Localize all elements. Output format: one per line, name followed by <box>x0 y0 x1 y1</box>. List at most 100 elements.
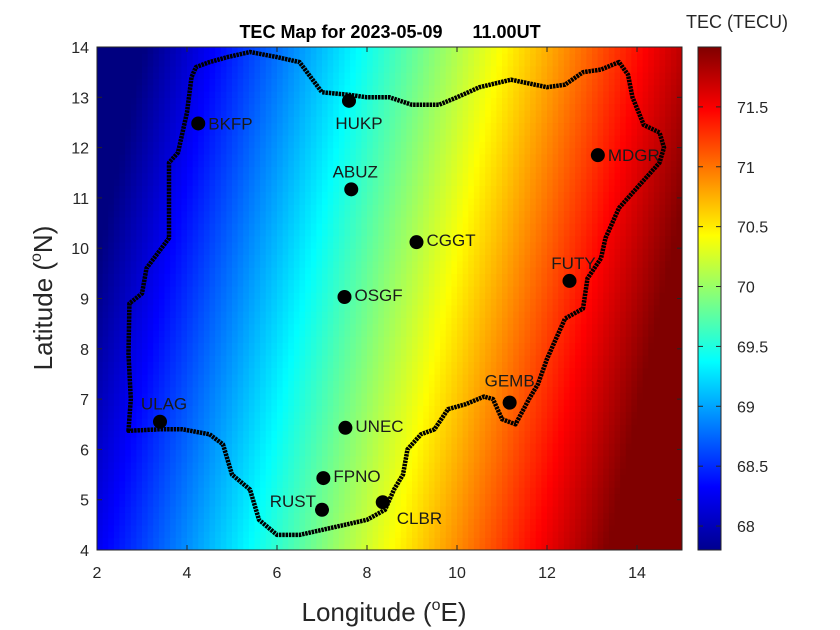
heatmap-cell <box>445 317 452 325</box>
heatmap-cell <box>282 518 289 526</box>
heatmap-cell <box>277 47 284 54</box>
heatmap-cell <box>215 254 222 262</box>
heatmap-cell <box>108 336 115 344</box>
heatmap-cell <box>198 487 205 495</box>
heatmap-cell <box>254 160 261 168</box>
heatmap-cell <box>147 367 154 375</box>
heatmap-cell <box>198 279 205 287</box>
heatmap-cell <box>125 59 132 67</box>
heatmap-cell <box>372 474 379 482</box>
heatmap-cell <box>428 273 436 281</box>
heatmap-cell <box>412 59 419 67</box>
heatmap-cell <box>277 474 284 482</box>
heatmap-cell <box>181 417 188 425</box>
heatmap-cell <box>147 361 154 369</box>
heatmap-cell <box>220 380 227 388</box>
heatmap-cell <box>338 323 346 331</box>
heatmap-cell <box>136 285 143 293</box>
heatmap-cell <box>237 147 244 155</box>
heatmap-cell <box>237 461 244 469</box>
heatmap-cell <box>428 505 436 513</box>
heatmap-cell <box>344 72 351 80</box>
heatmap-cell <box>327 279 334 287</box>
heatmap-cell <box>271 78 278 86</box>
heatmap-cell <box>130 512 137 520</box>
heatmap-cell <box>277 141 284 149</box>
heatmap-cell <box>378 380 385 388</box>
heatmap-cell <box>209 361 216 369</box>
heatmap-cell <box>147 380 154 388</box>
heatmap-cell <box>327 373 334 381</box>
heatmap-cell <box>338 311 346 318</box>
heatmap-cell <box>383 191 391 199</box>
heatmap-cell <box>192 499 199 507</box>
heatmap-cell <box>243 109 250 117</box>
heatmap-cell <box>260 160 267 168</box>
heatmap-cell <box>338 248 346 256</box>
heatmap-cell <box>119 204 126 212</box>
heatmap-cell <box>119 468 126 476</box>
heatmap-cell <box>265 436 272 444</box>
heatmap-cell <box>119 386 126 394</box>
heatmap-cell <box>395 468 402 476</box>
heatmap-cell <box>389 210 396 218</box>
heatmap-cell <box>175 367 182 375</box>
heatmap-cell <box>322 298 329 306</box>
heatmap-cell <box>271 468 278 476</box>
heatmap-cell <box>434 191 441 199</box>
heatmap-cell <box>372 47 379 54</box>
heatmap-cell <box>316 141 323 149</box>
heatmap-cell <box>232 493 239 501</box>
heatmap-cell <box>383 273 391 281</box>
heatmap-cell <box>288 480 295 488</box>
heatmap-cell <box>119 304 126 312</box>
heatmap-cell <box>130 455 137 463</box>
heatmap-cell <box>254 72 261 80</box>
heatmap-cell <box>299 153 306 161</box>
heatmap-cell <box>203 298 211 306</box>
heatmap-cell <box>215 235 222 243</box>
heatmap-cell <box>299 97 306 105</box>
heatmap-cell <box>282 241 289 249</box>
heatmap-cell <box>215 474 222 482</box>
heatmap-cell <box>355 116 362 124</box>
heatmap-cell <box>187 317 194 325</box>
heatmap-cell <box>158 65 166 73</box>
heatmap-cell <box>158 53 166 61</box>
heatmap-cell <box>372 493 379 501</box>
heatmap-cell <box>192 285 199 293</box>
heatmap-cell <box>232 512 239 520</box>
heatmap-cell <box>119 518 126 526</box>
heatmap-cell <box>232 543 239 550</box>
heatmap-cell <box>322 128 329 136</box>
heatmap-cell <box>243 135 250 142</box>
heatmap-cell <box>215 116 222 124</box>
heatmap-cell <box>181 260 188 268</box>
heatmap-cell <box>310 84 317 92</box>
heatmap-cell <box>434 72 441 80</box>
heatmap-cell <box>147 254 154 262</box>
heatmap-cell <box>113 329 121 337</box>
heatmap-cell <box>142 373 149 381</box>
heatmap-cell <box>350 166 357 174</box>
heatmap-cell <box>383 166 391 174</box>
heatmap-cell <box>361 72 368 80</box>
heatmap-cell <box>181 254 188 262</box>
heatmap-cell <box>367 317 374 325</box>
heatmap-cell <box>198 135 205 142</box>
heatmap-cell <box>237 241 244 249</box>
heatmap-cell <box>142 59 149 67</box>
heatmap-cell <box>187 480 194 488</box>
heatmap-cell <box>378 97 385 105</box>
heatmap-cell <box>440 172 447 180</box>
heatmap-cell <box>327 361 334 369</box>
heatmap-cell <box>153 399 160 406</box>
heatmap-cell <box>113 474 121 482</box>
heatmap-cell <box>406 91 413 98</box>
heatmap-cell <box>288 210 295 218</box>
heatmap-cell <box>113 153 121 161</box>
heatmap-cell <box>226 367 233 375</box>
heatmap-cell <box>254 323 261 331</box>
heatmap-cell <box>164 153 171 161</box>
heatmap-cell <box>113 179 121 186</box>
